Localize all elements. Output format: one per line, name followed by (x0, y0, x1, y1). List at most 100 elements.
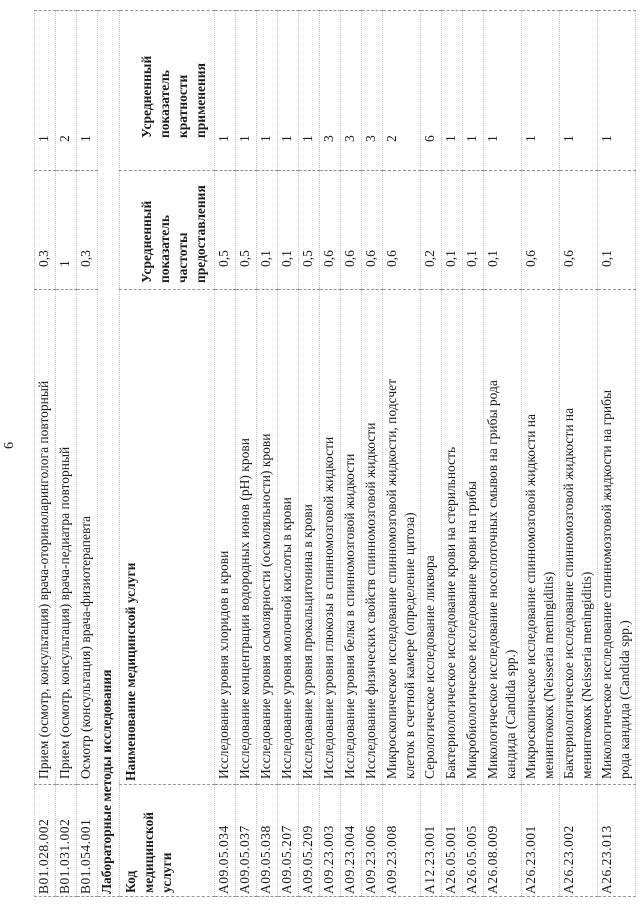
service-multiplicity-value: 6 (420, 10, 442, 171)
service-code: A09.23.006 (361, 784, 383, 897)
service-row: A26.05.005 Микробиологическое исследован… (462, 10, 484, 897)
service-name: Исследование уровня белка в спинномозгов… (340, 289, 362, 785)
service-name: Прием (осмотр, консультация) врача-педиа… (55, 289, 77, 785)
service-name: Исследование уровня прокальцитонина в кр… (298, 289, 320, 785)
service-name: Микроскопическое исследование спинномозг… (521, 289, 560, 785)
service-row: B01.054.001 Осмотр (консультация) врача-… (76, 10, 98, 897)
service-code: A09.05.038 (256, 784, 278, 897)
service-row: B01.028.002 Прием (осмотр, консультация)… (34, 10, 56, 897)
service-row: A26.23.001 Микроскопическое исследование… (521, 10, 560, 897)
service-multiplicity-value: 1 (76, 10, 98, 171)
service-frequency-value: 1 (55, 170, 77, 290)
service-code: A26.23.001 (521, 784, 560, 897)
service-name: Исследование уровня хлоридов в крови (214, 289, 236, 785)
service-frequency-value: 0,5 (214, 170, 236, 290)
service-name: Микроскопическое исследование спинномозг… (382, 289, 421, 785)
service-name: Бактериологическое исследование крови на… (441, 289, 463, 785)
service-multiplicity-value: 1 (256, 10, 278, 171)
service-name: Исследование концентрации водородных ион… (235, 289, 257, 785)
service-name: Микологическое исследование носоглоточны… (483, 289, 522, 785)
service-multiplicity-value: 3 (361, 10, 383, 171)
service-row: A12.23.001 Серологическое исследование л… (420, 10, 442, 897)
table-header-row: Код медицинской услуги Наименование меди… (119, 10, 215, 897)
service-frequency-value: 0,1 (441, 170, 463, 290)
service-frequency-value: 0,6 (319, 170, 341, 290)
service-multiplicity-value: 1 (521, 10, 560, 171)
service-multiplicity-value: 1 (483, 10, 522, 171)
service-multiplicity-value: 3 (319, 10, 341, 171)
continued-rows-body: B01.028.002 Прием (осмотр, консультация)… (34, 10, 98, 897)
service-multiplicity-value: 1 (235, 10, 257, 171)
service-row: B01.031.002 Прием (осмотр, консультация)… (55, 10, 77, 897)
service-frequency-value: 0,1 (256, 170, 278, 290)
service-multiplicity-value: 3 (340, 10, 362, 171)
header-frequency: Усредненный показатель частоты предостав… (119, 170, 215, 290)
service-code: A26.23.013 (597, 784, 636, 897)
service-code: A26.08.009 (483, 784, 522, 897)
service-code: B01.054.001 (76, 784, 98, 897)
service-frequency-value: 0,1 (483, 170, 522, 290)
service-code: A09.05.034 (214, 784, 236, 897)
service-frequency-value: 0,3 (76, 170, 98, 290)
service-code: A12.23.001 (420, 784, 442, 897)
service-frequency-value: 0,6 (521, 170, 560, 290)
page-number: 6 (2, 442, 17, 449)
service-row: A26.23.013 Микологическое исследование с… (597, 10, 636, 897)
service-code: A09.05.207 (277, 784, 299, 897)
service-rows-body: A09.05.034 Исследование уровня хлоридов … (214, 10, 636, 897)
service-row: A26.05.001 Бактериологическое исследован… (441, 10, 463, 897)
section-title: Лабораторные методы исследования (97, 10, 120, 897)
service-row: A09.05.207 Исследование уровня молочной … (277, 10, 299, 897)
service-multiplicity-value: 1 (597, 10, 636, 171)
service-frequency-value: 0,1 (597, 170, 636, 290)
service-frequency-value: 0,6 (559, 170, 598, 290)
service-code: A09.23.003 (319, 784, 341, 897)
service-code: A09.05.209 (298, 784, 320, 897)
service-name: Бактериологическое исследование спинномо… (559, 289, 598, 785)
service-code: A26.05.001 (441, 784, 463, 897)
service-name: Микологическое исследование спинномозгов… (597, 289, 636, 785)
service-frequency-value: 0,5 (298, 170, 320, 290)
service-frequency-value: 0,6 (382, 170, 421, 290)
service-frequency-value: 0,2 (420, 170, 442, 290)
service-multiplicity-value: 1 (298, 10, 320, 171)
header-multiplicity: Усредненный показатель кратности примене… (119, 10, 215, 171)
service-code: A26.23.002 (559, 784, 598, 897)
section-row: Лабораторные методы исследования (97, 10, 120, 897)
service-frequency-value: 0,6 (361, 170, 383, 290)
service-multiplicity-value: 1 (441, 10, 463, 171)
service-row: A26.23.002 Бактериологическое исследован… (559, 10, 598, 897)
service-row: A26.08.009 Микологическое исследование н… (483, 10, 522, 897)
service-frequency-value: 0,1 (462, 170, 484, 290)
service-code: A09.05.037 (235, 784, 257, 897)
header-service-name: Наименование медицинской услуги (119, 289, 215, 785)
service-name: Микробиологическое исследование крови на… (462, 289, 484, 785)
service-code: B01.031.002 (55, 784, 77, 897)
service-frequency-value: 0,5 (235, 170, 257, 290)
service-name: Исследование физических свойств спинномо… (361, 289, 383, 785)
service-row: A09.23.003 Исследование уровня глюкозы в… (319, 10, 341, 897)
section-and-header-body: Лабораторные методы исследования Код мед… (97, 10, 215, 897)
service-row: A09.05.209 Исследование уровня прокальци… (298, 10, 320, 897)
service-multiplicity-value: 1 (462, 10, 484, 171)
service-name: Исследование уровня глюкозы в спинномозг… (319, 289, 341, 785)
service-code: A26.05.005 (462, 784, 484, 897)
service-row: A09.23.006 Исследование физических свойс… (361, 10, 383, 897)
service-multiplicity-value: 2 (55, 10, 77, 171)
service-name: Осмотр (консультация) врача-физиотерапев… (76, 289, 98, 785)
service-multiplicity-value: 1 (34, 10, 56, 171)
medical-services-table: B01.028.002 Прием (осмотр, консультация)… (34, 10, 636, 897)
service-multiplicity-value: 1 (559, 10, 598, 171)
service-multiplicity-value: 1 (214, 10, 236, 171)
header-code: Код медицинской услуги (119, 784, 215, 897)
service-code: A09.23.004 (340, 784, 362, 897)
service-row: A09.05.034 Исследование уровня хлоридов … (214, 10, 236, 897)
service-row: A09.23.008 Микроскопическое исследование… (382, 10, 421, 897)
service-frequency-value: 0,3 (34, 170, 56, 290)
service-name: Исследование уровня осмолярности (осмоля… (256, 289, 278, 785)
service-row: A09.05.038 Исследование уровня осмолярно… (256, 10, 278, 897)
service-name: Исследование уровня молочной кислоты в к… (277, 289, 299, 785)
service-frequency-value: 0,1 (277, 170, 299, 290)
service-frequency-value: 0,6 (340, 170, 362, 290)
